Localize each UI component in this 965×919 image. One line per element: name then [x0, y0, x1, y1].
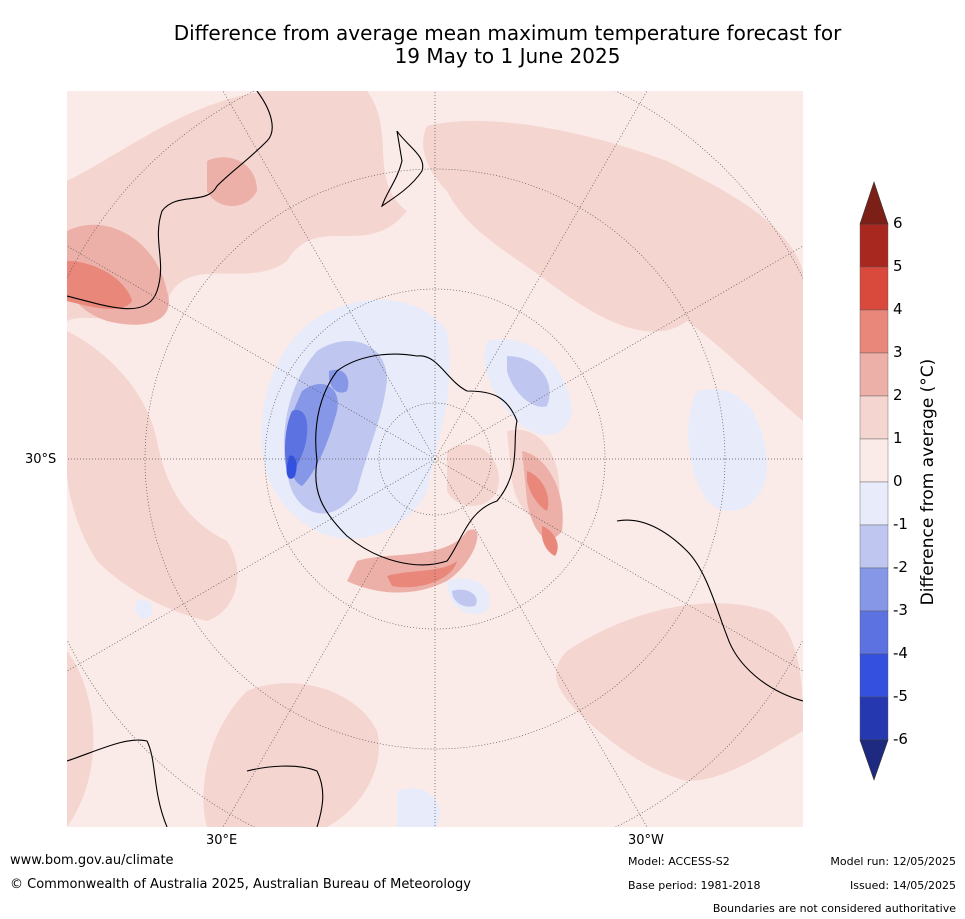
map-title: Difference from average mean maximum tem…	[40, 22, 965, 68]
colorbar-tick-label: -4	[893, 644, 908, 662]
australia-coast	[67, 91, 273, 310]
colorbar-extend-low	[859, 739, 889, 781]
new-zealand-coast	[380, 130, 424, 208]
lon-label-30e: 30°E	[206, 833, 238, 848]
colorbar	[859, 181, 889, 781]
coastlines	[67, 91, 803, 827]
anomaly-minus4-regions	[284, 410, 308, 479]
colorbar-segment	[859, 696, 889, 741]
anomaly-plus3-regions	[67, 261, 558, 588]
graticule	[67, 91, 803, 827]
footer-base-period: Base period: 1981-2018	[628, 879, 761, 892]
colorbar-segment	[859, 653, 889, 698]
colorbar-tick-label: 6	[893, 214, 903, 232]
africa-coast	[67, 739, 168, 827]
colorbar-tick-label: -3	[893, 601, 908, 619]
colorbar-segment	[859, 395, 889, 440]
title-line-1: Difference from average mean maximum tem…	[173, 21, 842, 45]
colorbar-segment	[859, 438, 889, 483]
colorbar-segment	[859, 309, 889, 354]
colorbar-segment	[859, 223, 889, 268]
footer-url[interactable]: www.bom.gov.au/climate	[10, 853, 174, 868]
colorbar-tick-label: 3	[893, 343, 903, 361]
colorbar-tick-label: 1	[893, 429, 903, 447]
footer-model-run: Model run: 12/05/2025	[830, 855, 956, 868]
colorbar-tick-label: -2	[893, 558, 908, 576]
colorbar-segment	[859, 481, 889, 526]
colorbar-segment	[859, 610, 889, 655]
lon-label-30w: 30°W	[628, 833, 664, 848]
colorbar-tick-label: -1	[893, 515, 908, 533]
footer-copyright: © Commonwealth of Australia 2025, Austra…	[10, 877, 471, 892]
lat-label-30s: 30°S	[25, 452, 57, 467]
madagascar-coast	[246, 765, 324, 827]
south-america-coast	[616, 519, 803, 702]
title-line-2: 19 May to 1 June 2025	[394, 44, 621, 68]
colorbar-tick-label: 4	[893, 300, 903, 318]
colorbar-tick-label: -5	[893, 687, 908, 705]
colorbar-segment	[859, 352, 889, 397]
colorbar-tick-label: 2	[893, 386, 903, 404]
colorbar-tick-label: -6	[893, 730, 908, 748]
footer-issued: Issued: 14/05/2025	[849, 879, 956, 892]
polar-map	[67, 91, 803, 827]
colorbar-segment	[859, 567, 889, 612]
antarctica-coast	[315, 353, 518, 566]
colorbar-extend-high	[859, 181, 889, 225]
footer-model: Model: ACCESS-S2	[628, 855, 730, 868]
colorbar-segment	[859, 266, 889, 311]
colorbar-tick-label: 5	[893, 257, 903, 275]
colorbar-segment	[859, 524, 889, 569]
footer-disclaimer: Boundaries are not considered authoritat…	[712, 902, 956, 915]
colorbar-label: Difference from average (°C)	[918, 358, 938, 606]
colorbar-tick-label: 0	[893, 472, 903, 490]
